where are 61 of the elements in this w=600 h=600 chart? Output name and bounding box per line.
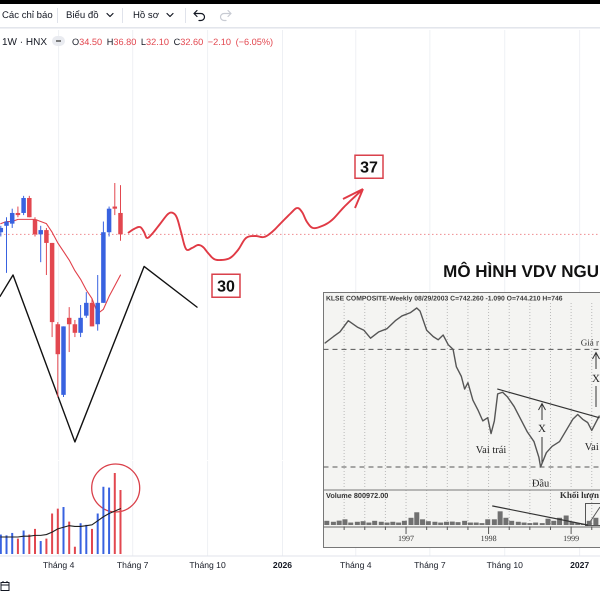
- bar: [56, 508, 59, 554]
- bar: [96, 514, 99, 554]
- x-tick-label: 1998: [480, 534, 497, 543]
- bar: [119, 490, 122, 554]
- candlestick: [84, 292, 89, 318]
- bar: [74, 546, 76, 554]
- chart-title: 1W · HNX: [2, 37, 48, 48]
- annotation: 30: [217, 278, 235, 296]
- bar: [114, 473, 116, 554]
- bar: [11, 532, 14, 554]
- bar: [90, 528, 93, 554]
- bar: [80, 523, 82, 554]
- candlestick: [27, 195, 32, 218]
- candlestick: [44, 227, 49, 276]
- x-tick-label: 1997: [398, 534, 414, 543]
- x-tick-label: 1999: [563, 534, 580, 543]
- candlestick: [78, 304, 83, 338]
- candlestick: [21, 195, 26, 216]
- bar: [62, 507, 64, 554]
- bar: [6, 535, 8, 554]
- annotation: X: [538, 423, 546, 435]
- x-tick-label: Tháng 7: [116, 560, 149, 570]
- ref-line-label: Giá r: [580, 337, 599, 348]
- candlestick: [16, 206, 20, 218]
- candlestick: [118, 184, 123, 242]
- candlestick: [72, 319, 78, 338]
- bar: [28, 534, 30, 554]
- x-tick-label: Tháng 4: [340, 560, 372, 570]
- x-tick-label: Tháng 4: [42, 560, 75, 570]
- annotation: Khối lượn: [560, 490, 599, 500]
- annotation: Đầu: [532, 478, 550, 490]
- candlestick: [112, 182, 118, 216]
- candlestick: [95, 274, 100, 332]
- text: O34.50 H36.80 L32.10 C32.60 −2.10 (−6.05%): [72, 37, 274, 47]
- bar: [0, 534, 2, 554]
- annotation: Vai trái: [476, 445, 506, 456]
- bar: [16, 538, 19, 554]
- x-tick-label: Tháng 10: [189, 560, 226, 570]
- bar: [102, 486, 104, 554]
- bar: [22, 530, 25, 554]
- x-tick-label: 2026: [272, 560, 292, 570]
- candlestick: [66, 306, 72, 353]
- x-tick-label: Tháng 10: [486, 560, 524, 570]
- candlestick: [38, 225, 43, 263]
- candlestick: [106, 206, 112, 237]
- bar: [51, 514, 54, 554]
- chart-title: MÔ HÌNH VDV NGU: [443, 261, 599, 281]
- annotation: Vai: [584, 442, 599, 453]
- bar: [85, 524, 88, 554]
- text: 37: [360, 160, 378, 176]
- bar: [68, 522, 70, 554]
- text: Các chỉ báo: [2, 10, 53, 21]
- x-tick-label: 2027: [570, 560, 590, 570]
- bar: [108, 488, 110, 554]
- x-tick-label: Tháng 7: [414, 560, 446, 570]
- bar: [34, 528, 36, 554]
- bar: [45, 538, 48, 554]
- annotation: X: [592, 373, 600, 385]
- bar: [40, 541, 42, 554]
- text: Biểu đồ: [66, 10, 99, 21]
- text: Hồ sơ: [133, 10, 160, 21]
